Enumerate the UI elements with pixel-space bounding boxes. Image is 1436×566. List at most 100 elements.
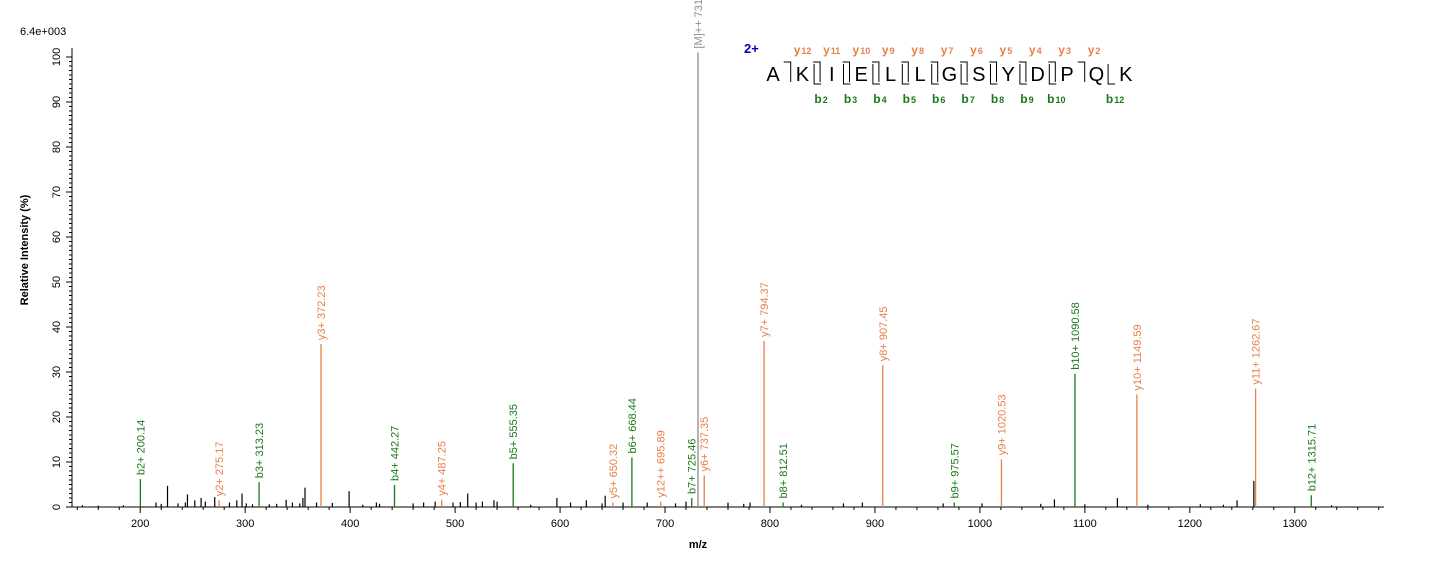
y-tick-label: 0 [51,504,63,510]
b-ion-index: 6 [940,95,945,105]
b-ion-letter: b [814,92,821,106]
y-ion-index: 11 [831,46,841,56]
y-ion-letter: y [882,43,889,57]
b-cleavage-mark [1048,64,1057,85]
x-axis-title: m/z [689,539,708,551]
sequence-residue: P [1060,64,1073,86]
b-cleavage-mark [931,64,939,85]
y-cleavage-mark [989,61,997,82]
peak-label: y9+ 1020.53 [996,394,1008,455]
b-ion-index: 5 [911,95,916,105]
y-tick-label: 100 [51,48,63,66]
peak-label: b7+ 725.46 [687,439,699,494]
x-tick-label: 1300 [1283,518,1307,530]
sequence-residue: K [1119,64,1133,86]
sequence-residue: Q [1089,64,1105,86]
y-cleavage-mark [842,61,850,82]
y-tick-label: 90 [51,96,63,108]
y-ion-index: 4 [1037,46,1042,56]
b-ion-letter: b [991,92,998,106]
b-cleavage-mark [990,64,998,85]
y-ion-letter: y [911,43,918,57]
y-ion-label: y4 [1029,43,1042,57]
b-ion-letter: b [961,92,968,106]
y-ion-index: 2 [1095,46,1100,56]
peak-label: y5+ 650.32 [608,444,620,499]
y-ion-index: 12 [801,46,811,56]
y-tick-label: 80 [51,141,63,153]
peak-label: y10+ 1149.59 [1132,324,1144,390]
y-tick-label: 50 [51,276,63,288]
y-cleavage-mark [813,61,821,82]
y-ion-letter: y [1088,43,1095,57]
b-ion-letter: b [1047,92,1054,106]
y-ion-letter: y [1029,43,1036,57]
charge-state-label: 2+ [744,41,759,56]
y-ion-letter: y [794,43,801,57]
x-tick-label: 600 [551,518,569,530]
b-cleavage-mark [1107,64,1116,85]
y-tick-label: 40 [51,321,63,333]
sequence-residue: G [942,64,958,86]
y-ion-label: y10 [853,43,871,57]
sequence-residue: I [829,64,835,86]
y-cleavage-mark [871,61,880,82]
x-tick-label: 1200 [1178,518,1202,530]
y-ion-label: y2 [1088,43,1101,57]
sequence-residue: K [796,64,810,86]
y-cleavage-mark [1018,61,1027,82]
x-tick-label: 200 [131,518,149,530]
y-ion-index: 6 [978,46,983,56]
y-ion-label: y6 [970,43,983,57]
peak-label: b9+ 975.57 [949,443,961,498]
sequence-residue: Y [1002,64,1015,86]
b-ion-index: 2 [823,95,828,105]
b-ion-label: b7 [961,92,974,106]
y-cleavage-mark [783,61,792,82]
b-ion-letter: b [903,92,910,106]
y-ion-index: 8 [919,46,924,56]
peak-label: y7+ 794.37 [759,282,771,337]
y-ion-label: y7 [941,43,954,57]
peak-label: b2+ 200.14 [135,420,147,475]
peak-label: y11+ 1262.67 [1251,318,1263,384]
y-ion-index: 5 [1007,46,1012,56]
y-ion-index: 9 [890,46,895,56]
b-ion-label: b10 [1047,92,1065,106]
x-tick-label: 1100 [1073,518,1097,530]
b-ion-label: b4 [873,92,886,106]
x-tick-label: 800 [761,518,779,530]
peak-label: y12++ 695.89 [656,430,668,497]
y-ion-index: 7 [948,46,953,56]
y-tick-label: 70 [51,186,63,198]
b-ion-index: 8 [999,95,1004,105]
y-ion-label: y5 [1000,43,1013,57]
x-tick-label: 1000 [968,518,992,530]
peak-label: y3+ 372.23 [316,285,328,340]
y-ion-letter: y [1058,43,1065,57]
b-cleavage-mark [960,64,969,85]
y-cleavage-mark [960,61,968,82]
y-ion-letter: y [823,43,830,57]
x-tick-label: 900 [866,518,884,530]
y-ion-label: y9 [882,43,895,57]
b-ion-letter: b [844,92,851,106]
b-ion-label: b9 [1020,92,1033,106]
b-ion-letter: b [932,92,939,106]
y-ion-label: y12 [794,43,812,57]
b-cleavage-mark [872,64,880,85]
sequence-residue: E [855,64,868,86]
b-cleavage-mark [813,64,822,85]
y-ion-letter: y [970,43,977,57]
b-ion-label: b5 [903,92,916,106]
y-cleavage-mark [1077,61,1086,82]
max-intensity-label: 6.4e+003 [20,26,66,38]
b-cleavage-mark [901,64,910,85]
peak-label: y4+ 487.25 [437,441,449,496]
sequence-residue: S [972,64,985,86]
y-ion-index: 10 [860,46,870,56]
peak-label: b5+ 555.35 [508,404,520,459]
b-ion-label: b2 [814,92,827,106]
